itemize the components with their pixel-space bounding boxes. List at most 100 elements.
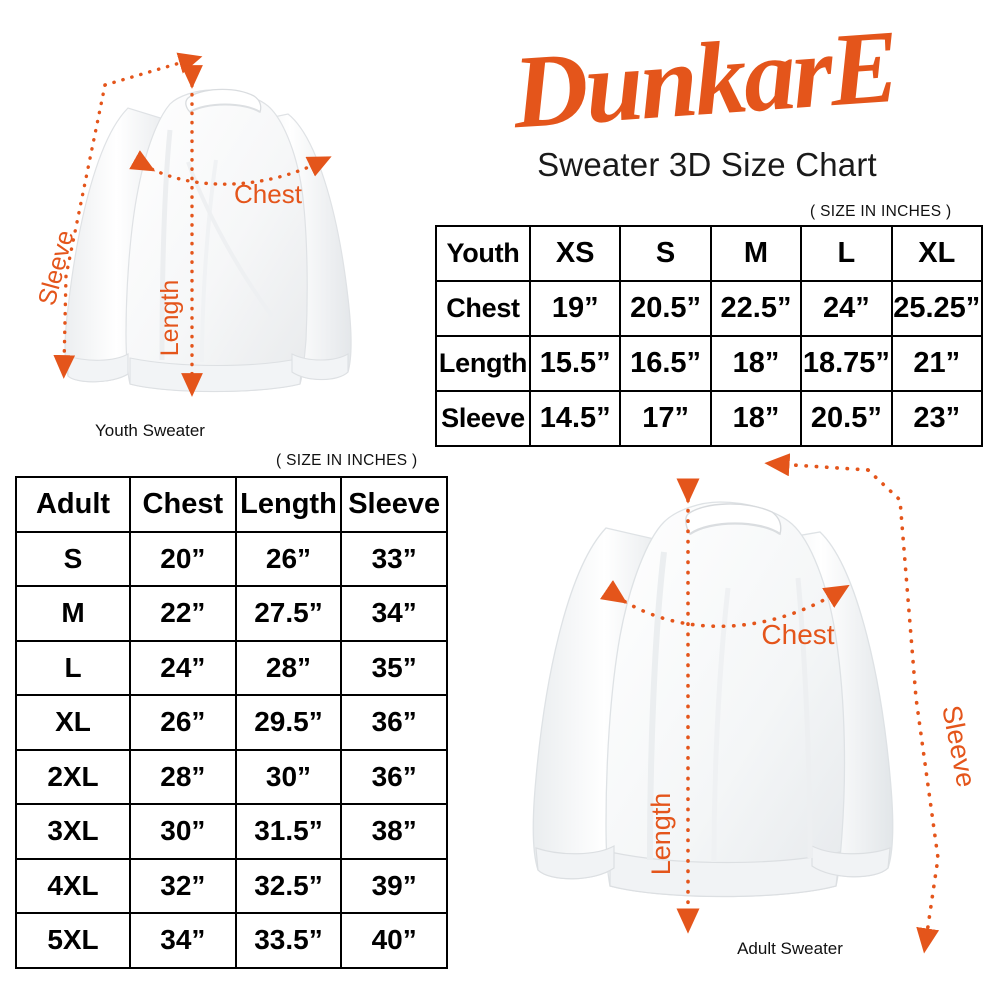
adult-chest-cell: 26” (129, 694, 237, 751)
youth-measure-cell: 18” (709, 390, 803, 447)
adult-size-label: 2XL (15, 748, 131, 805)
adult-length-cell: 31.5” (234, 803, 343, 860)
adult-chest-label: Chest (761, 619, 834, 650)
adult-chest-cell: 22” (129, 585, 237, 642)
adult-column-header: Chest (129, 476, 237, 533)
adult-length-cell: 32.5” (234, 857, 343, 914)
adult-chest-measure-arrow (600, 580, 850, 629)
table-row: 5XL 34” 33.5” 40” (15, 912, 448, 969)
youth-measure-cell: 18.75” (800, 335, 893, 392)
adult-length-cell: 29.5” (234, 694, 343, 751)
adult-sleeve-measure-arrow (764, 453, 870, 477)
youth-unit-note: ( SIZE IN INCHES ) (810, 203, 952, 220)
youth-row-label: Chest (435, 280, 531, 337)
youth-measure-cell: 22.5” (709, 280, 803, 337)
adult-size-label: L (15, 639, 131, 696)
adult-chest-cell: 28” (129, 748, 237, 805)
youth-measure-cell: 18” (709, 335, 803, 392)
youth-sleeve-measure-arrow (103, 52, 203, 87)
youth-column-header: S (619, 225, 712, 282)
adult-sweater-illustration: Sleeve Chest Length (498, 448, 998, 958)
youth-sweater-garment (64, 88, 352, 393)
adult-table-body: Adult Chest Length Sleeve S 20” 26” 33” M 22” 27.5… (15, 476, 448, 969)
youth-measure-cell: 16.5” (619, 335, 712, 392)
adult-size-table: Adult Chest Length Sleeve S 20” 26” 33” M 22” 27.5… (15, 476, 448, 969)
adult-sleeve-cell: 36” (340, 694, 448, 751)
youth-row-label: Length (435, 335, 531, 392)
youth-column-header: M (709, 225, 803, 282)
adult-chest-cell: 34” (129, 912, 237, 969)
youth-measure-cell: 14.5” (528, 390, 622, 447)
adult-sweater-garment (532, 501, 894, 898)
table-row: 3XL 30” 31.5” 38” (15, 803, 448, 860)
table-row: S 20” 26” 33” (15, 530, 448, 587)
youth-sweater-illustration: Sleeve Chest Length (20, 40, 420, 440)
adult-chest-cell: 24” (129, 639, 237, 696)
youth-chest-measure-arrow (129, 150, 332, 186)
page-title: Sweater 3D Size Chart (537, 146, 877, 183)
youth-measure-cell: 17” (619, 390, 712, 447)
adult-size-label: XL (15, 694, 131, 751)
adult-length-cell: 33.5” (234, 912, 343, 969)
adult-column-header: Adult (15, 476, 131, 533)
youth-table-corner-label: Youth (435, 225, 531, 282)
youth-table-body: Youth XS S M L XL Chest 19” 20.5” 22.5” 24” 25.25” L… (435, 225, 984, 447)
adult-column-header: Length (234, 476, 343, 533)
adult-sleeve-cell: 38” (340, 803, 448, 860)
table-row: Chest 19” 20.5” 22.5” 24” 25.25” (435, 280, 984, 337)
youth-sleeve-measure-path (53, 83, 107, 379)
adult-size-label: S (15, 530, 131, 587)
youth-column-header: XL (890, 225, 984, 282)
adult-header-row: Adult Chest Length Sleeve (15, 476, 448, 533)
adult-figure-caption: Adult Sweater (737, 939, 843, 958)
adult-length-cell: 30” (234, 748, 343, 805)
youth-row-label: Sleeve (435, 390, 531, 447)
adult-size-label: 3XL (15, 803, 131, 860)
adult-sleeve-cell: 36” (340, 748, 448, 805)
youth-column-header: L (800, 225, 893, 282)
youth-header-row: Youth XS S M L XL (435, 225, 984, 282)
table-row: Sleeve 14.5” 17” 18” 20.5” 23” (435, 390, 984, 447)
adult-sleeve-cell: 39” (340, 857, 448, 914)
youth-size-table: Youth XS S M L XL Chest 19” 20.5” 22.5” 24” 25.25” L… (435, 225, 984, 447)
adult-chest-cell: 30” (129, 803, 237, 860)
table-row: 2XL 28” 30” 36” (15, 748, 448, 805)
youth-measure-cell: 20.5” (800, 390, 893, 447)
adult-length-cell: 28” (234, 639, 343, 696)
adult-size-label: M (15, 585, 131, 642)
youth-measure-cell: 15.5” (528, 335, 622, 392)
youth-column-header: XS (528, 225, 622, 282)
table-row: 4XL 32” 32.5” 39” (15, 857, 448, 914)
dunkare-brand-logo: DunkarE (452, 22, 962, 142)
adult-chest-cell: 20” (129, 530, 237, 587)
adult-sleeve-cell: 34” (340, 585, 448, 642)
adult-size-label: 5XL (15, 912, 131, 969)
adult-sleeve-measure-path (866, 468, 940, 954)
adult-sleeve-label: Sleeve (936, 703, 981, 790)
youth-measure-cell: 24” (800, 280, 893, 337)
table-row: M 22” 27.5” 34” (15, 585, 448, 642)
youth-measure-cell: 21” (890, 335, 984, 392)
youth-measure-cell: 20.5” (619, 280, 712, 337)
youth-measure-cell: 23” (890, 390, 984, 447)
svg-text:DunkarE: DunkarE (508, 22, 900, 142)
table-row: Length 15.5” 16.5” 18” 18.75” 21” (435, 335, 984, 392)
table-row: XL 26” 29.5” 36” (15, 694, 448, 751)
adult-chest-cell: 32” (129, 857, 237, 914)
adult-length-cell: 27.5” (234, 585, 343, 642)
youth-measure-cell: 25.25” (890, 280, 984, 337)
adult-unit-note: ( SIZE IN INCHES ) (276, 452, 418, 469)
adult-sleeve-cell: 35” (340, 639, 448, 696)
adult-column-header: Sleeve (340, 476, 448, 533)
youth-figure-caption: Youth Sweater (95, 421, 205, 440)
adult-sleeve-cell: 33” (340, 530, 448, 587)
adult-length-cell: 26” (234, 530, 343, 587)
youth-length-label: Length (156, 280, 184, 356)
table-row: L 24” 28” 35” (15, 639, 448, 696)
youth-measure-cell: 19” (528, 280, 622, 337)
youth-chest-label: Chest (234, 179, 303, 209)
adult-sleeve-cell: 40” (340, 912, 448, 969)
adult-size-label: 4XL (15, 857, 131, 914)
adult-length-label: Length (646, 793, 676, 876)
